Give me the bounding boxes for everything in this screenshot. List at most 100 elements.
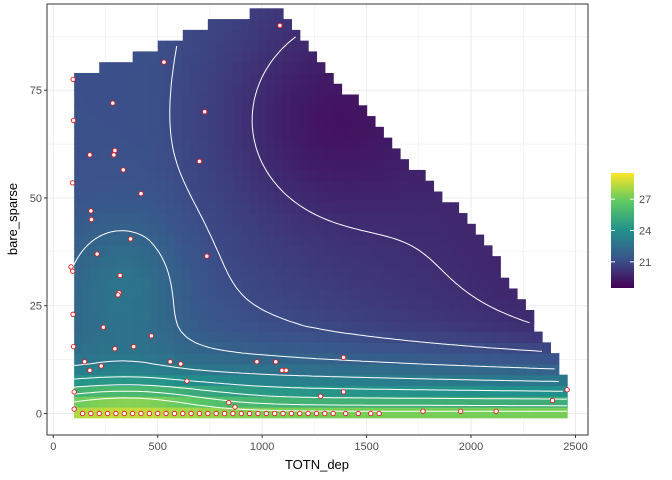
heatmap-tile [324,223,334,236]
heatmap-tile [132,191,142,203]
heatmap-tile [216,299,226,311]
heatmap-tile [157,223,167,236]
heatmap-tile [366,396,376,408]
heatmap-tile [90,126,100,139]
heatmap-tile [241,51,251,63]
heatmap-tile [491,353,501,365]
heatmap-tile [174,223,184,236]
heatmap-tile [157,299,167,311]
heatmap-tile [533,363,543,376]
heatmap-tile [433,213,443,225]
heatmap-tile [216,126,226,139]
heatmap-tile [174,320,184,333]
heatmap-tile [500,342,510,354]
heatmap-tile [90,169,100,182]
heatmap-tile [216,116,226,128]
heatmap-tile [450,320,460,333]
contour-line [74,397,568,412]
heatmap-tile [291,385,301,397]
heatmap-tile [316,191,326,203]
heatmap-tile [283,342,292,354]
heatmap-tile [383,406,393,419]
heatmap-tile [483,310,493,322]
heatmap-tile [416,169,426,182]
heatmap-tile [299,277,309,290]
heatmap-tile [383,245,393,257]
heatmap-tile [408,277,418,290]
heatmap-tile [358,126,368,139]
heatmap-tile [308,385,318,397]
data-point [115,292,121,298]
heatmap-tile [199,126,209,139]
heatmap-tile [249,277,259,290]
data-point [111,152,117,158]
heatmap-tile [199,94,209,106]
heatmap-tile [74,169,84,182]
heatmap-tile [90,277,100,290]
heatmap-tile [191,299,201,311]
heatmap-tile [408,223,418,236]
heatmap-tile [316,223,326,236]
heatmap-tile [441,277,451,290]
heatmap-tile [308,159,318,171]
heatmap-tile [483,256,493,268]
heatmap-tile [241,148,251,160]
heatmap-tile [341,213,351,225]
heatmap-tile [383,288,393,300]
heatmap-tile [132,72,142,85]
heatmap-tile [257,234,267,246]
heatmap-tile [416,266,426,279]
heatmap-tile [341,342,351,354]
heatmap-tile [174,310,184,322]
heatmap-tile [324,266,334,279]
heatmap-tile [216,363,226,376]
heatmap-tile [140,94,150,106]
heatmap-tile [466,353,476,365]
heatmap-tile [182,288,192,300]
heatmap-tile [441,223,451,236]
heatmap-tile [199,310,209,322]
heatmap-tile [441,363,451,376]
heatmap-tile [99,148,109,160]
heatmap-tile [366,137,376,149]
heatmap-tile [283,137,292,149]
heatmap-tile [74,363,84,376]
heatmap-tile [291,213,301,225]
data-point [120,167,126,173]
heatmap-tile [224,83,234,96]
heatmap-tile [349,137,359,149]
heatmap-tile [82,385,92,397]
heatmap-tile [324,126,334,139]
heatmap-tile [283,213,292,225]
data-point [322,410,328,417]
heatmap-tile [433,331,443,343]
heatmap-tile [82,234,92,246]
heatmap-tile [99,191,109,203]
heatmap-tile [425,288,435,300]
contour-line [169,45,543,352]
heatmap-tile [99,288,109,300]
heatmap-tile [191,374,201,387]
heatmap-tile [140,213,150,225]
heatmap-tile [124,331,134,343]
heatmap-tile [132,374,142,387]
heatmap-tile [232,62,242,74]
heatmap-tile [107,266,117,279]
heatmap-tile [274,342,284,354]
heatmap-tile [149,83,159,96]
heatmap-tile [400,234,409,246]
heatmap-tile [491,385,501,397]
heatmap-tile [274,277,284,290]
heatmap-tile [458,331,468,343]
heatmap-tile [283,320,292,333]
heatmap-tile [257,62,267,74]
heatmap-tile [308,299,318,311]
heatmap-tile [90,363,100,376]
heatmap-tile [191,277,201,290]
heatmap-tile [266,29,276,42]
heatmap-tile [174,266,184,279]
heatmap-tile [333,385,343,397]
heatmap-tile [199,137,209,149]
heatmap-tile [107,137,117,149]
